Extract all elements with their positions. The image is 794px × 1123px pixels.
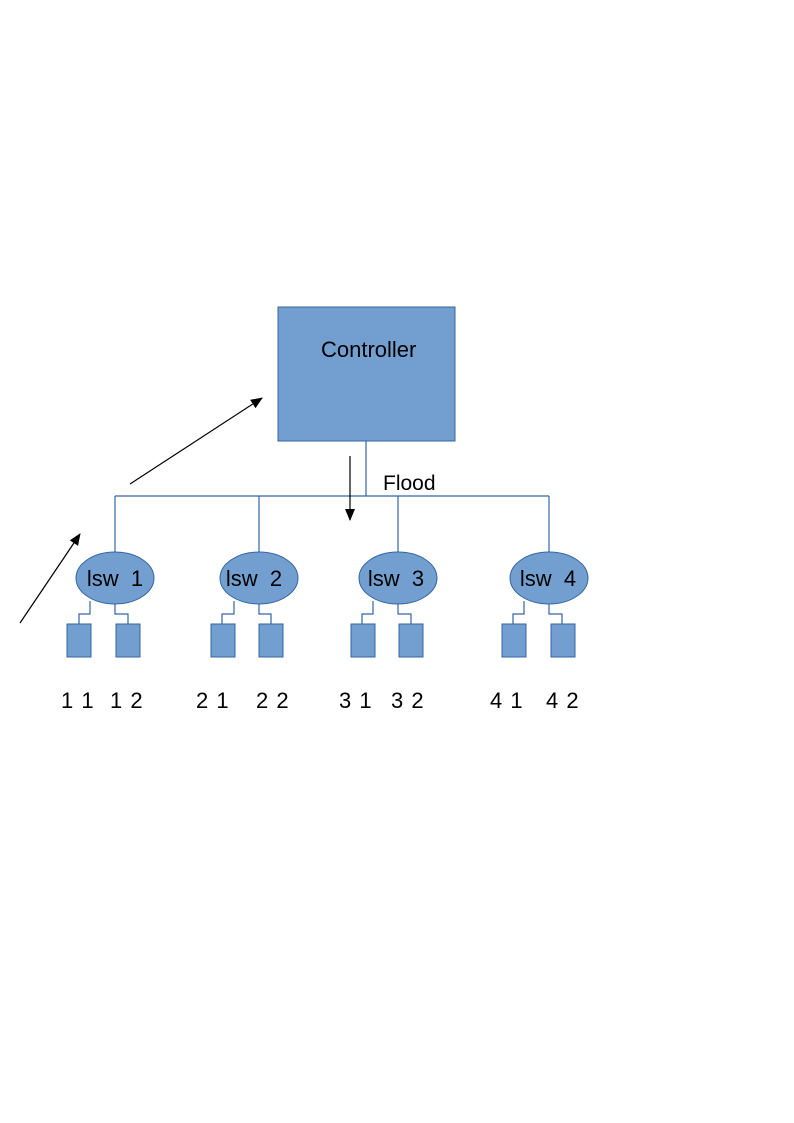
host-3-1 — [350, 623, 376, 658]
switch-group-3: lsw 3 3 1 3 2 — [339, 496, 438, 713]
host-label-2-2: 2 2 — [256, 688, 290, 713]
switch-label-1: lsw 1 — [87, 566, 143, 591]
host-4-1 — [501, 623, 527, 658]
host-label-2-1: 2 1 — [196, 688, 230, 713]
host-link-2-2 — [258, 604, 272, 624]
host-link-1-2 — [114, 604, 129, 624]
host-to-switch-arrow — [19, 533, 81, 624]
host-link-2-1 — [221, 601, 235, 624]
host-label-3-1: 3 1 — [339, 688, 373, 713]
host-link-3-2 — [397, 604, 412, 624]
host-label-1-2: 1 2 — [110, 688, 144, 713]
host-2-2 — [258, 623, 284, 658]
host-link-4-2 — [548, 604, 563, 624]
host-link-4-1 — [512, 601, 525, 624]
host-link-3-1 — [361, 601, 374, 624]
host-label-4-1: 4 1 — [490, 688, 524, 713]
host-3-2 — [398, 623, 424, 658]
host-4-2 — [550, 623, 576, 658]
switch-group-4: lsw 4 4 1 4 2 — [490, 496, 589, 713]
host-label-4-2: 4 2 — [546, 688, 580, 713]
controller-box — [277, 306, 456, 442]
host-label-1-1: 1 1 — [61, 688, 95, 713]
host-label-3-2: 3 2 — [391, 688, 425, 713]
switch-label-2: lsw 2 — [226, 566, 282, 591]
switch-label-3: lsw 3 — [368, 566, 424, 591]
host-link-1-1 — [78, 601, 91, 624]
flood-label: Flood — [383, 472, 436, 495]
packet-in-arrow — [129, 397, 263, 485]
host-1-1 — [66, 623, 92, 658]
switch-label-4: lsw 4 — [520, 566, 576, 591]
switch-group-1: lsw 1 1 1 1 2 — [61, 496, 155, 713]
controller-label: Controller — [321, 337, 416, 362]
switch-group-2: lsw 2 2 1 2 2 — [196, 496, 299, 713]
host-1-2 — [115, 623, 141, 658]
host-2-1 — [210, 623, 236, 658]
